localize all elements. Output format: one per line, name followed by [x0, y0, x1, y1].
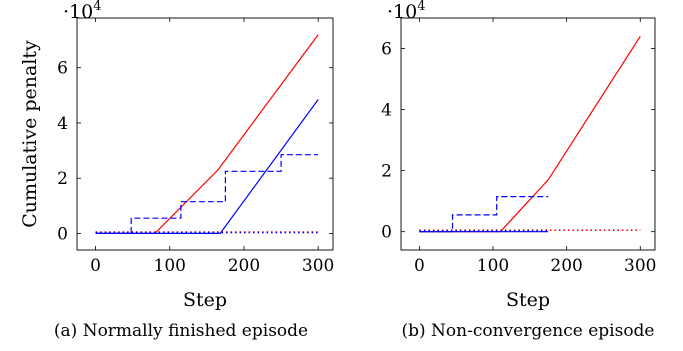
y-tick-label: 0 — [57, 224, 68, 244]
x-tick-label: 100 — [477, 256, 509, 276]
panel-caption: (a) Normally finished episode — [54, 321, 308, 341]
y-tick-label: 0 — [381, 223, 392, 243]
x-tick-label: 200 — [550, 256, 582, 276]
scale-label-base: ·10 — [63, 1, 93, 23]
scale-label-exponent: 4 — [93, 0, 101, 14]
series-line-2 — [419, 196, 549, 233]
x-axis-label: Step — [506, 289, 550, 311]
axes-frame — [76, 17, 334, 251]
x-tick-label: 300 — [302, 256, 334, 276]
scale-label: ·104 — [63, 0, 102, 23]
y-tick-label: 2 — [57, 169, 68, 189]
series-line-0 — [419, 35, 641, 233]
series-line-2 — [95, 154, 319, 234]
y-tick-label: 6 — [381, 40, 392, 60]
x-tick-label: 0 — [90, 256, 101, 276]
x-tick-label: 100 — [154, 256, 186, 276]
x-tick-label: 0 — [414, 256, 425, 276]
scale-label: ·104 — [387, 0, 426, 23]
axes-frame — [400, 17, 656, 251]
scale-label-base: ·10 — [387, 1, 417, 23]
y-tick-label: 4 — [57, 114, 68, 134]
y-tick-label: 6 — [57, 59, 68, 79]
y-axis-label: Cumulative penalty — [19, 40, 41, 228]
panel-caption: (b) Non-convergence episode — [401, 321, 654, 341]
series-line-1 — [95, 99, 319, 234]
x-tick-label: 300 — [624, 256, 656, 276]
series-line-0 — [95, 34, 319, 234]
scale-label-exponent: 4 — [417, 0, 425, 14]
x-tick-label: 200 — [228, 256, 260, 276]
y-tick-label: 2 — [381, 162, 392, 182]
y-tick-label: 4 — [381, 101, 392, 121]
x-axis-label: Step — [183, 289, 227, 311]
